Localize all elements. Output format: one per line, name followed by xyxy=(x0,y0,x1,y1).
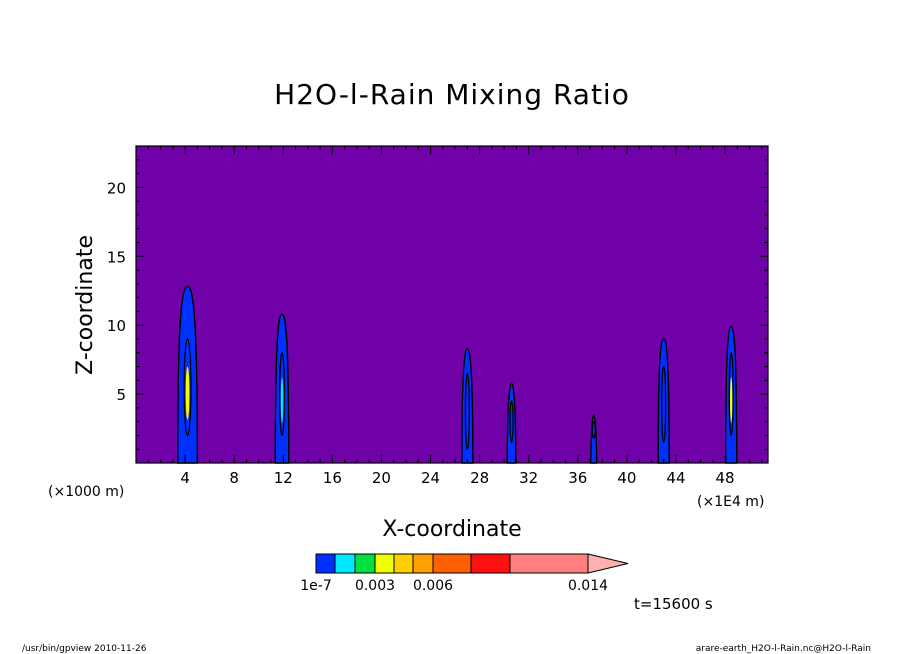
y-tick-labels: 5 10 15 20 xyxy=(107,179,126,404)
colorbar-swatch xyxy=(412,553,434,574)
colorbar-label: 0.006 xyxy=(413,578,453,594)
x-axis-label: X-coordinate xyxy=(382,517,521,542)
rain-cell-contour xyxy=(591,421,596,439)
footer-right: arare-earth_H2O-l-Rain.nc@H2O-l-Rain xyxy=(696,644,871,654)
colorbar-swatch xyxy=(509,553,589,574)
colorbar-label: 1e-7 xyxy=(300,578,331,594)
rain-cell-3 xyxy=(461,347,474,464)
rain-cell-2 xyxy=(274,313,290,464)
x-tick-label: 40 xyxy=(617,469,636,487)
colorbar: 1e-7 0.003 0.006 0.014 xyxy=(300,553,629,594)
x-tick-label: 32 xyxy=(519,469,538,487)
rain-cell-core xyxy=(185,366,190,420)
y-tick-label: 20 xyxy=(107,179,126,197)
colorbar-swatch xyxy=(432,553,472,574)
rain-cell-contour xyxy=(183,338,192,437)
x-tick-label: 36 xyxy=(568,469,587,487)
rain-cell-5 xyxy=(590,414,598,464)
colorbar-swatch xyxy=(393,553,414,574)
x-tick-labels: 4 8 12 16 20 24 28 32 36 40 44 48 xyxy=(180,469,734,487)
rain-cell-envelope xyxy=(461,347,474,464)
colorbar-swatch xyxy=(470,553,511,574)
rain-cell-4 xyxy=(506,382,517,464)
y-tick-label: 15 xyxy=(107,248,126,266)
y-tick-label: 5 xyxy=(116,386,126,404)
colorbar-swatch xyxy=(354,553,376,574)
rain-cell-7 xyxy=(724,325,738,464)
colorbar-label: 0.003 xyxy=(355,578,395,594)
colorbar-swatch xyxy=(334,553,356,574)
colorbar-swatch xyxy=(315,553,336,574)
x-tick-label: 48 xyxy=(716,469,735,487)
y-tick-label: 10 xyxy=(107,317,126,335)
chart-title: H2O-l-Rain Mixing Ratio xyxy=(274,78,630,111)
rain-cell-1 xyxy=(177,285,199,464)
rain-cell-core xyxy=(280,377,284,423)
x-tick-label: 12 xyxy=(274,469,293,487)
x-unit-left: (×1000 m) xyxy=(48,484,124,500)
plot-background xyxy=(136,146,768,463)
footer-left: /usr/bin/gpview 2010-11-26 xyxy=(22,644,147,654)
x-tick-label: 20 xyxy=(372,469,391,487)
x-tick-label: 4 xyxy=(180,469,190,487)
x-tick-label: 8 xyxy=(229,469,239,487)
colorbar-swatch xyxy=(374,553,395,574)
rain-cell-6 xyxy=(657,338,670,464)
colorbar-label: 0.014 xyxy=(568,578,608,594)
rain-cell-contour xyxy=(279,352,285,437)
x-tick-label: 16 xyxy=(323,469,342,487)
x-unit-right: (×1E4 m) xyxy=(697,494,764,510)
rain-cell-core xyxy=(729,377,733,423)
time-label: t=15600 s xyxy=(634,595,713,613)
x-tick-label: 44 xyxy=(666,469,685,487)
rain-cell-envelope xyxy=(657,338,670,464)
plot-frame xyxy=(135,145,769,464)
rain-cell-contour xyxy=(464,372,470,450)
x-tick-label: 24 xyxy=(421,469,440,487)
colorbar-extend-arrow xyxy=(587,553,629,574)
rain-cell-contour xyxy=(661,365,667,443)
rain-cell-envelope xyxy=(506,382,517,464)
y-axis-label: Z-coordinate xyxy=(73,235,98,375)
plot-area xyxy=(135,145,769,464)
rain-cell-contour xyxy=(509,400,514,443)
rain-cell-contour xyxy=(728,352,734,437)
x-tick-label: 28 xyxy=(470,469,489,487)
